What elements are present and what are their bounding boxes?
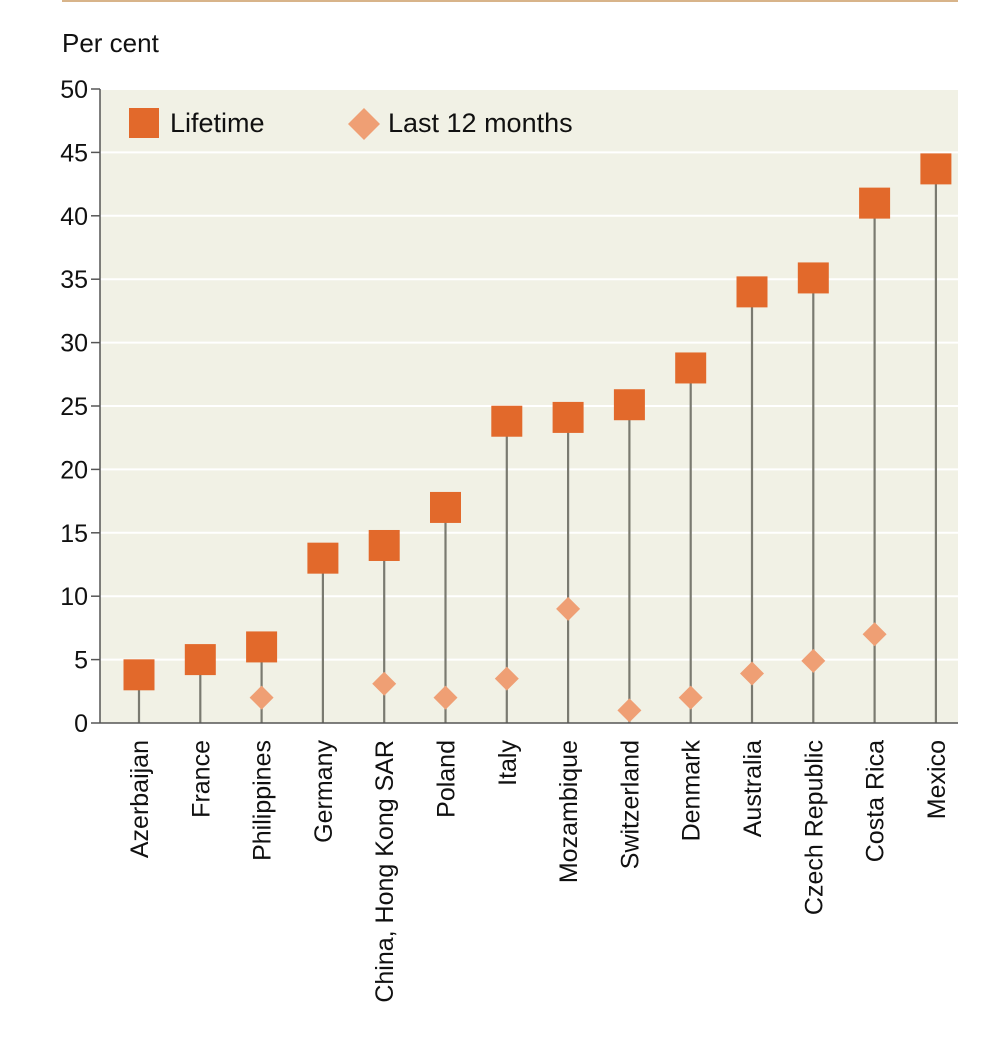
- category-label-denmark: Denmark: [678, 740, 706, 842]
- marker-lifetime-switzerland: [613, 389, 645, 421]
- category-label-australia: Australia: [739, 740, 767, 837]
- category-label-china-hong-kong-sar: China, Hong Kong SAR: [371, 740, 399, 1003]
- y-tick-label-0: 0: [74, 710, 88, 738]
- marker-lifetime-mozambique: [552, 401, 584, 433]
- category-label-switzerland: Switzerland: [616, 740, 644, 869]
- category-label-mozambique: Mozambique: [555, 740, 583, 883]
- y-tick-label-5: 5: [74, 647, 88, 675]
- marker-last-12-months-denmark: [678, 685, 703, 710]
- last-12-months-markers: [249, 596, 887, 723]
- y-tick-label-40: 40: [60, 203, 88, 231]
- category-label-azerbaijan: Azerbaijan: [126, 740, 154, 858]
- top-rule: [62, 0, 958, 2]
- y-tick-labels: 0 5 10 15 20 25 30 35 40 45 50: [60, 76, 88, 738]
- marker-lifetime-poland: [430, 491, 461, 523]
- y-axis-title: Per cent: [62, 28, 160, 58]
- marker-last-12-months-switzerland: [617, 698, 642, 723]
- y-tick-label-15: 15: [60, 520, 88, 548]
- marker-lifetime-denmark: [675, 352, 707, 384]
- y-tick-label-20: 20: [60, 456, 88, 484]
- marker-lifetime-france: [184, 644, 216, 676]
- y-tick-label-50: 50: [60, 76, 88, 104]
- legend: Lifetime Last 12 months: [129, 108, 573, 140]
- y-tick-label-45: 45: [60, 139, 88, 167]
- marker-last-12-months-italy: [494, 666, 519, 691]
- marker-last-12-months-poland: [433, 685, 458, 710]
- marker-last-12-months-mozambique: [556, 596, 581, 621]
- category-label-mexico: Mexico: [923, 740, 951, 819]
- marker-lifetime-czech-republic: [797, 262, 829, 294]
- marker-last-12-months-costa-rica: [862, 622, 887, 647]
- legend-swatch-lifetime: [129, 108, 159, 138]
- y-tick-label-35: 35: [60, 266, 88, 294]
- category-label-poland: Poland: [433, 740, 461, 818]
- marker-lifetime-china-hong-kong-sar: [368, 529, 400, 561]
- legend-label-last-12-months: Last 12 months: [388, 108, 573, 138]
- marker-last-12-months-philippines: [249, 685, 274, 710]
- category-label-czech-republic: Czech Republic: [800, 740, 828, 915]
- legend-swatch-last-12-months: [348, 108, 380, 140]
- x-category-labels: Azerbaijan France Philippines Germany China,…: [126, 740, 951, 1003]
- lifetime-markers: [123, 153, 952, 691]
- marker-lifetime-germany: [307, 542, 339, 574]
- marker-lifetime-philippines: [246, 631, 278, 663]
- y-tick-label-25: 25: [60, 393, 88, 421]
- marker-lifetime-mexico: [920, 153, 952, 185]
- category-label-germany: Germany: [310, 740, 338, 843]
- category-label-costa-rica: Costa Rica: [862, 740, 890, 862]
- marker-lifetime-italy: [491, 405, 523, 437]
- y-tick-label-10: 10: [60, 583, 88, 611]
- y-tick-label-30: 30: [60, 330, 88, 358]
- category-label-italy: Italy: [494, 740, 522, 786]
- marker-last-12-months-czech-republic: [801, 648, 826, 673]
- marker-lifetime-azerbaijan: [123, 659, 155, 691]
- marker-lifetime-costa-rica: [859, 187, 891, 219]
- legend-label-lifetime: Lifetime: [170, 108, 265, 138]
- category-label-philippines: Philippines: [249, 740, 277, 861]
- axes: [91, 88, 958, 724]
- marker-lifetime-australia: [736, 276, 768, 308]
- marker-last-12-months-australia: [740, 661, 764, 686]
- marker-last-12-months-china-hong-kong-sar: [372, 671, 397, 696]
- category-label-france: France: [187, 740, 215, 818]
